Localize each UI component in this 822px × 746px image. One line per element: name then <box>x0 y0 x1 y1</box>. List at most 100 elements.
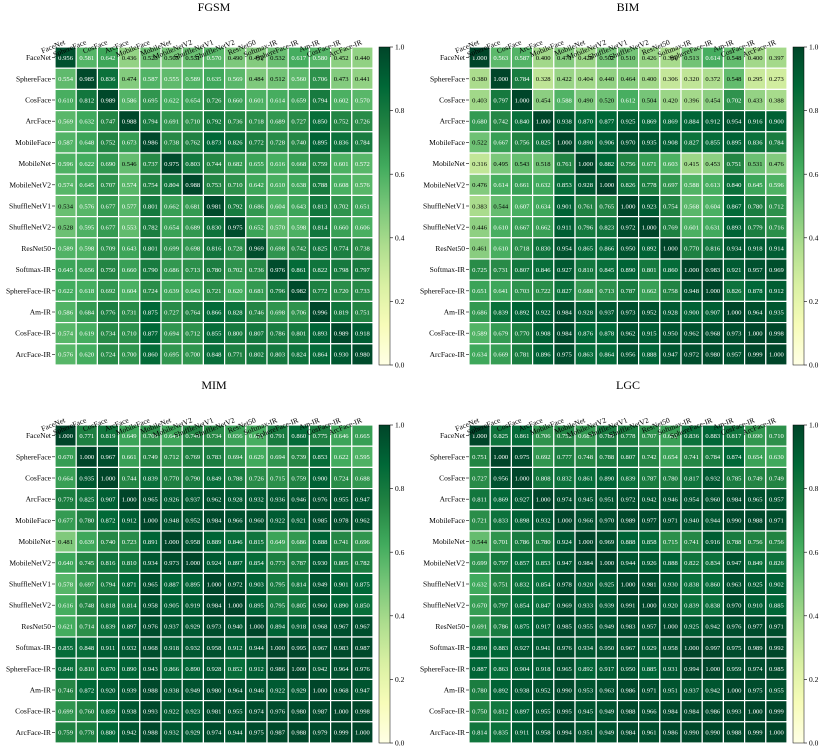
cell-value-label: 0.510 <box>621 55 637 62</box>
cell-value-label: 0.885 <box>769 603 785 610</box>
cell-value-label: 0.749 <box>748 475 764 482</box>
cell-value-label: 0.930 <box>313 560 329 567</box>
cell-value-label: 0.972 <box>621 225 636 232</box>
row-label: ShuffleNetV2 <box>9 601 51 610</box>
cell-value-label: 0.780 <box>663 475 679 482</box>
cell-value-label: 0.998 <box>769 331 785 338</box>
cell-value-label: 0.518 <box>536 161 552 168</box>
cell-value-label: 0.436 <box>122 55 138 62</box>
cell-value-label: 0.397 <box>769 55 785 62</box>
cell-value-label: 0.702 <box>727 97 742 104</box>
cell-value-label: 0.772 <box>313 288 328 295</box>
cell-value-label: 0.872 <box>79 687 94 694</box>
cell-value-label: 0.983 <box>334 645 350 652</box>
cell-value-label: 0.681 <box>185 203 200 210</box>
cell-value-label: 0.947 <box>355 687 371 694</box>
cell-value-label: 0.951 <box>599 497 614 504</box>
cell-value-label: 0.606 <box>355 225 371 232</box>
cell-value-label: 0.815 <box>249 539 265 546</box>
cell-value-label: 0.895 <box>185 581 201 588</box>
cell-value-label: 0.964 <box>748 309 764 316</box>
cell-value-label: 1.000 <box>143 518 159 525</box>
cell-value-label: 0.504 <box>642 97 658 104</box>
cell-value-label: 0.770 <box>164 475 180 482</box>
cell-value-label: 0.964 <box>334 666 350 673</box>
cell-value-label: 0.695 <box>143 97 159 104</box>
cell-value-label: 0.892 <box>642 246 657 253</box>
cell-value-label: 1.000 <box>101 475 117 482</box>
row-label: CosFace <box>25 96 52 105</box>
cell-value-label: 0.727 <box>164 309 180 316</box>
cell-value-label: 0.602 <box>334 97 349 104</box>
cell-value-label: 0.589 <box>185 76 201 83</box>
cell-value-label: 0.898 <box>515 518 531 525</box>
cell-value-label: 0.645 <box>748 182 764 189</box>
cell-value-label: 0.912 <box>705 119 720 126</box>
cell-value-label: 0.751 <box>472 454 487 461</box>
cell-value-label: 1.000 <box>185 560 201 567</box>
cell-value-label: 0.512 <box>270 76 285 83</box>
cell-value-label: 0.923 <box>642 203 658 210</box>
cell-value-label: 0.950 <box>621 666 637 673</box>
cell-value-label: 0.748 <box>79 603 95 610</box>
cell-value-label: 0.712 <box>164 454 179 461</box>
cell-value-label: 0.890 <box>621 267 637 274</box>
cell-value-label: 0.396 <box>684 97 700 104</box>
cell-value-label: 0.965 <box>143 581 159 588</box>
cell-value-label: 0.662 <box>642 288 657 295</box>
cell-value-label: 0.679 <box>493 331 509 338</box>
cell-value-label: 0.589 <box>58 246 74 253</box>
cell-value-label: 0.734 <box>207 433 223 440</box>
cell-value-label: 0.661 <box>515 182 530 189</box>
cell-value-label: 0.452 <box>334 55 349 62</box>
cell-value-label: 0.962 <box>684 331 699 338</box>
colorbar <box>378 46 391 366</box>
colorbar-tick-label: 0.4 <box>809 611 819 620</box>
cell-value-label: 0.808 <box>536 475 552 482</box>
cell-value-label: 0.762 <box>185 140 200 147</box>
cell-value-label: 0.643 <box>185 288 201 295</box>
row-label: Softmax-IR <box>16 643 51 652</box>
cell-value-label: 0.892 <box>515 309 530 316</box>
cell-value-label: 0.613 <box>249 433 265 440</box>
cell-value-label: 0.903 <box>249 581 265 588</box>
cell-value-label: 0.772 <box>249 140 264 147</box>
cell-value-label: 0.987 <box>355 645 371 652</box>
cell-value-label: 0.777 <box>557 454 573 461</box>
cell-value-label: 0.872 <box>101 518 116 525</box>
cell-value-label: 0.648 <box>79 140 95 147</box>
cell-value-label: 0.932 <box>185 645 200 652</box>
cell-value-label: 0.668 <box>291 161 307 168</box>
cell-value-label: 0.973 <box>164 560 180 567</box>
row-label: CosFace-IR <box>429 329 465 338</box>
cell-value-label: 1.000 <box>493 76 509 83</box>
heatmap-panel-mim: MIM 1.000 0.771 0.819 0.649 0.706 0.643 0.740 0.… <box>6 378 405 746</box>
cell-value-label: 0.840 <box>515 119 531 126</box>
cell-value-label: 0.861 <box>291 267 306 274</box>
cell-value-label: 0.995 <box>291 645 307 652</box>
cell-value-label: 0.948 <box>684 288 700 295</box>
row-label: SphereFace-IR <box>420 286 465 295</box>
cell-value-label: 0.689 <box>185 225 201 232</box>
cell-value-label: 0.989 <box>101 97 117 104</box>
cell-value-label: 0.854 <box>249 560 265 567</box>
cell-value-label: 0.709 <box>101 246 117 253</box>
cell-value-label: 0.900 <box>684 309 700 316</box>
cell-value-label: 0.860 <box>291 433 307 440</box>
cell-value-label: 0.888 <box>313 539 329 546</box>
cell-value-label: 0.775 <box>313 433 329 440</box>
cell-value-label: 0.958 <box>143 603 159 610</box>
cell-value-label: 0.587 <box>143 76 159 83</box>
cell-value-label: 0.740 <box>185 433 201 440</box>
cell-value-label: 0.976 <box>270 267 286 274</box>
cell-value-label: 0.817 <box>684 475 700 482</box>
cell-value-label: 0.848 <box>79 645 95 652</box>
cell-value-label: 0.871 <box>122 581 137 588</box>
cell-value-label: 0.984 <box>557 309 573 316</box>
cell-value-label: 0.634 <box>472 352 488 359</box>
cell-value-label: 0.984 <box>663 709 679 716</box>
cell-value-label: 0.870 <box>101 666 117 673</box>
cell-value-label: 0.969 <box>599 539 615 546</box>
cell-value-label: 0.749 <box>769 475 785 482</box>
cell-value-label: 0.783 <box>207 454 223 461</box>
